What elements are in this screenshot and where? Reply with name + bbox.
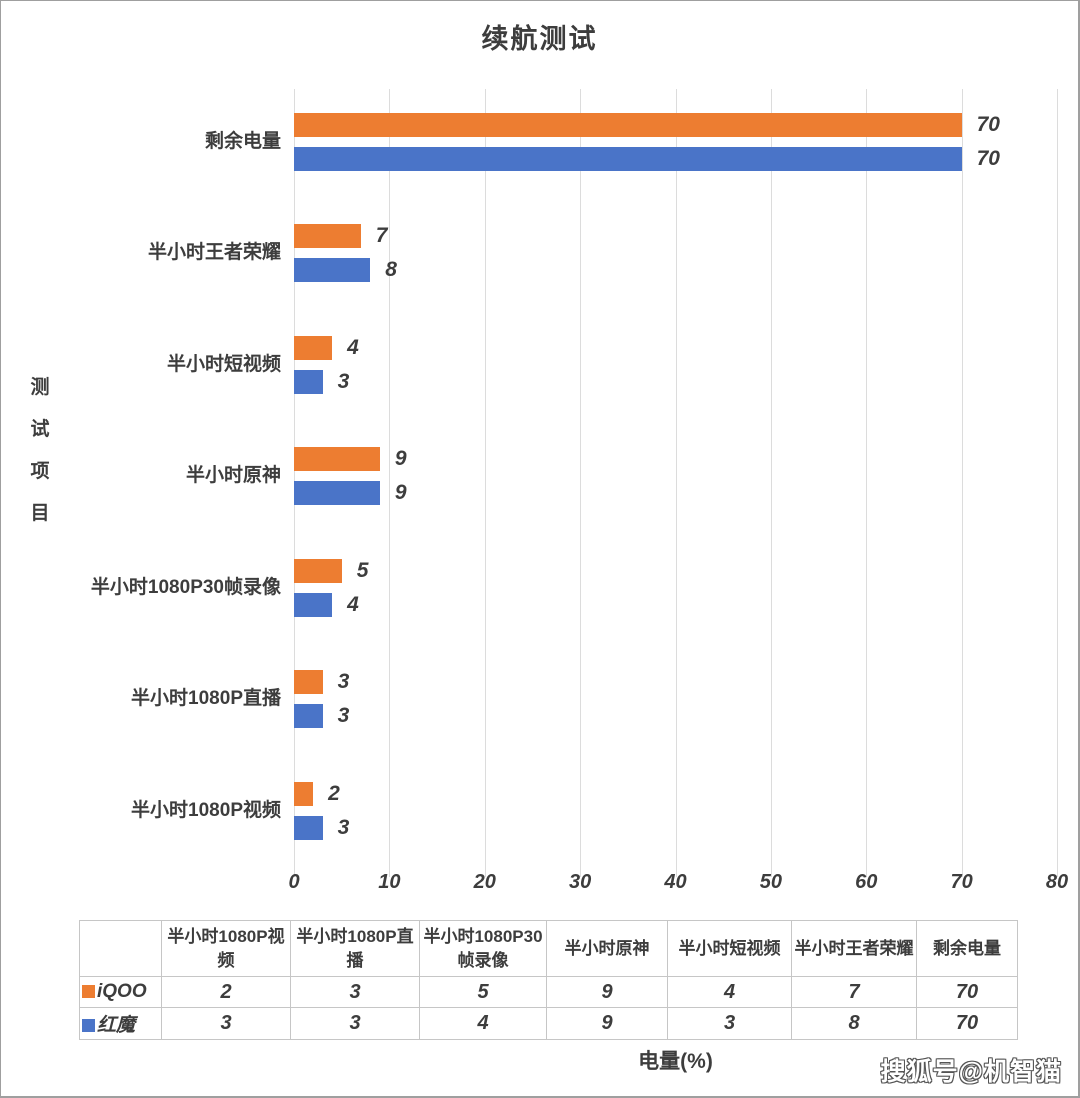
- table-value-cell: 3: [667, 1007, 792, 1040]
- table-value-cell: 2: [161, 976, 291, 1008]
- gridline: [389, 89, 391, 877]
- gridline: [484, 89, 486, 877]
- table-value-cell: 70: [916, 1007, 1018, 1040]
- legend-series-name: iQOO: [97, 981, 147, 1002]
- legend-swatch-icon: [82, 1019, 95, 1032]
- bar-value-label: 4: [347, 592, 359, 616]
- bar-value-label: 7: [375, 224, 388, 248]
- x-tick-label: 20: [473, 871, 496, 893]
- plot-area: 70 70 7 8 4 3 9 9 5 4 3 3 2 3: [294, 89, 1058, 877]
- gridline: [961, 89, 963, 877]
- legend-series-name: 红魔: [97, 1015, 136, 1036]
- table-header-cell: 半小时王者荣耀: [791, 920, 917, 977]
- x-tick-label: 80: [1045, 871, 1069, 893]
- category-label: 半小时1080P直播: [131, 688, 281, 710]
- bar-value-label: 9: [394, 481, 407, 505]
- table-value-cell: 5: [419, 976, 547, 1008]
- x-tick-label: 10: [378, 871, 401, 893]
- bar-iqoo: [294, 113, 962, 137]
- bar-value-label: 2: [328, 781, 340, 805]
- y-axis-title-char: 项: [30, 461, 50, 482]
- table-value-cell: 3: [161, 1007, 291, 1040]
- x-axis-ticks: 0 10 20 30 40 50 60 70 80: [288, 871, 1068, 897]
- bar-iqoo: [294, 781, 314, 806]
- x-tick-label: 30: [569, 871, 592, 893]
- bar-iqoo: [294, 224, 361, 249]
- x-tick-label: 60: [855, 871, 878, 893]
- bar-iqoo: [294, 558, 342, 583]
- table-value-cell: 7: [791, 976, 917, 1008]
- gridline: [1057, 89, 1058, 877]
- table-header-cell: 半小时1080P视频: [161, 920, 291, 977]
- table-value-cell: 4: [667, 976, 792, 1008]
- bar-iqoo: [294, 447, 380, 472]
- x-tick-label: 40: [664, 871, 687, 893]
- table-value-cell: 70: [916, 976, 1018, 1008]
- table-header-cell: 剩余电量: [916, 920, 1018, 977]
- bar-value-label: 70: [976, 113, 1000, 136]
- table-header-cell: 半小时1080P30帧录像: [419, 920, 547, 977]
- category-label: 剩余电量: [204, 131, 281, 152]
- bar-value-label: 4: [347, 335, 359, 359]
- category-axis: 剩余电量半小时王者荣耀半小时短视频半小时原神半小时1080P30帧录像半小时10…: [56, 89, 281, 869]
- gridline: [675, 89, 677, 877]
- chart-title: 续航测试: [481, 24, 598, 54]
- y-axis-title: 测试项目: [27, 367, 53, 535]
- bar-hongmo: [294, 815, 323, 840]
- watermark: 搜狐号@机智猫: [880, 1058, 1062, 1086]
- x-axis-title: 电量(%): [638, 1050, 713, 1073]
- table-row: 红魔 3 3 4 9 3 8 70: [79, 1007, 1018, 1040]
- bar-hongmo: [294, 704, 323, 729]
- bar-value-label: 3: [337, 670, 350, 694]
- bar-iqoo: [294, 670, 323, 695]
- bar-value-label: 3: [337, 369, 350, 393]
- table-value-cell: 9: [546, 976, 668, 1008]
- bar-hongmo: [294, 369, 323, 394]
- table-value-cell: 9: [546, 1007, 668, 1040]
- y-axis-title-char: 试: [30, 419, 50, 440]
- table-header-cell: 半小时短视频: [667, 920, 792, 977]
- table-header-cell: 半小时1080P直播: [290, 920, 420, 977]
- x-tick-label: 50: [759, 871, 782, 893]
- table-value-cell: 8: [791, 1007, 917, 1040]
- table-header-cell: 半小时原神: [546, 920, 668, 977]
- x-tick-label: 70: [950, 871, 973, 893]
- y-axis-title-char: 测: [30, 377, 50, 398]
- bar-hongmo: [294, 258, 371, 283]
- legend-cell-iqoo: iQOO: [79, 976, 162, 1008]
- legend-swatch-icon: [82, 985, 95, 998]
- category-label: 半小时原神: [185, 465, 281, 487]
- category-label: 半小时王者荣耀: [147, 242, 281, 264]
- category-label: 半小时1080P30帧录像: [90, 576, 281, 598]
- x-tick-label: 0: [288, 871, 300, 893]
- category-label: 半小时短视频: [166, 353, 281, 375]
- bar-value-label: 3: [337, 704, 350, 728]
- y-axis-title-char: 目: [30, 503, 50, 524]
- table-value-cell: 3: [290, 976, 420, 1008]
- gridline: [866, 89, 868, 877]
- table-row: iQOO 2 3 5 9 4 7 70: [79, 976, 1018, 1008]
- table-value-cell: 4: [419, 1007, 547, 1040]
- table-corner-cell: [79, 920, 162, 977]
- gridline: [770, 89, 772, 877]
- bar-hongmo: [294, 592, 333, 617]
- table-value-cell: 3: [290, 1007, 420, 1040]
- data-table: 半小时1080P视频 半小时1080P直播 半小时1080P30帧录像 半小时原神 半小…: [79, 920, 1018, 1040]
- bar-value-label: 3: [337, 815, 350, 839]
- bar-hongmo: [294, 147, 962, 171]
- gridline: [580, 89, 582, 877]
- legend-cell-hongmo: 红魔: [79, 1007, 162, 1040]
- bar-iqoo: [294, 335, 333, 360]
- bar-value-label: 9: [394, 447, 407, 471]
- bar-value-label: 8: [385, 258, 397, 282]
- bar-value-label: 70: [976, 147, 1000, 170]
- category-label: 半小时1080P视频: [131, 799, 281, 821]
- bar-hongmo: [294, 481, 380, 506]
- bar-value-label: 5: [356, 558, 369, 582]
